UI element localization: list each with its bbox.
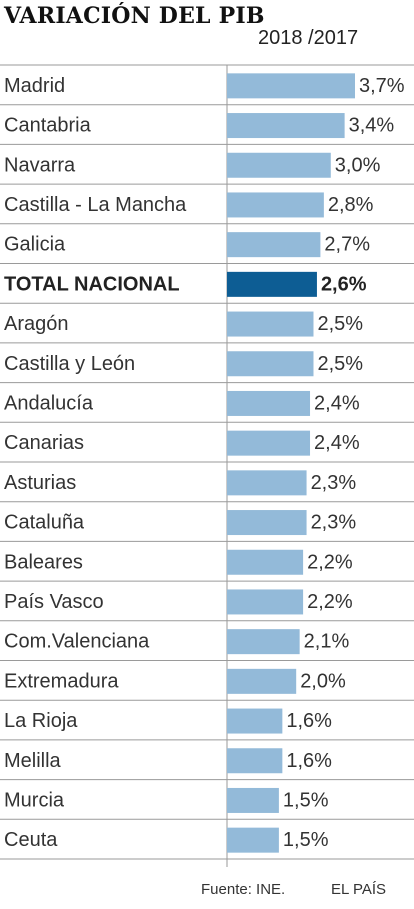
source-note: Fuente: INE. (201, 881, 286, 898)
value-label: 3,7% (359, 75, 405, 97)
bar (227, 708, 283, 734)
category-label: Madrid (4, 75, 65, 97)
value-label: 2,5% (317, 313, 363, 335)
value-label: 2,3% (311, 512, 357, 534)
value-label: 2,1% (304, 631, 350, 653)
bar (227, 748, 283, 774)
bar (227, 549, 304, 575)
bar (227, 232, 321, 258)
bar (227, 629, 300, 655)
bar (227, 827, 279, 853)
bar (227, 430, 311, 456)
brand-label: EL PAÍS (331, 881, 387, 898)
value-label: 2,2% (307, 551, 353, 573)
chart-subtitle: 2018 /2017 (258, 27, 359, 49)
value-label: 2,3% (311, 472, 357, 494)
bar (227, 470, 307, 496)
bar (227, 311, 314, 337)
bar (227, 589, 304, 615)
value-label: 2,4% (314, 432, 360, 454)
bar (227, 271, 317, 297)
value-label: 2,5% (317, 353, 363, 375)
category-label: Canarias (4, 432, 84, 454)
category-label: Extremadura (4, 670, 119, 692)
category-label: Asturias (4, 472, 76, 494)
bar (227, 390, 311, 416)
category-label: Aragón (4, 313, 69, 335)
category-label: Galicia (4, 234, 66, 256)
category-label: Com.Valenciana (4, 631, 150, 653)
category-label: La Rioja (4, 710, 78, 732)
value-label: 2,4% (314, 392, 360, 414)
category-label: Andalucía (4, 392, 94, 414)
value-label: 1,5% (283, 789, 329, 811)
value-label: 1,5% (283, 829, 329, 851)
value-label: 1,6% (286, 710, 332, 732)
value-label: 2,8% (328, 194, 374, 216)
category-label: Ceuta (4, 829, 58, 851)
value-label: 2,0% (300, 670, 346, 692)
bar (227, 73, 355, 99)
bar (227, 192, 324, 218)
category-label: País Vasco (4, 591, 104, 613)
category-label: Castilla y León (4, 353, 135, 375)
category-label: TOTAL NACIONAL (4, 273, 180, 295)
bar (227, 787, 279, 813)
category-label: Cantabria (4, 115, 92, 137)
bar (227, 113, 345, 139)
bar (227, 668, 297, 694)
value-label: 1,6% (286, 750, 332, 772)
bar (227, 351, 314, 377)
category-label: Melilla (4, 750, 62, 772)
value-label: 2,2% (307, 591, 353, 613)
value-label: 2,7% (324, 234, 370, 256)
category-label: Cataluña (4, 512, 85, 534)
bar (227, 152, 331, 178)
value-label: 3,4% (349, 115, 395, 137)
chart-title: VARIACIÓN DEL PIB (4, 3, 265, 29)
bar (227, 510, 307, 536)
category-label: Navarra (4, 154, 76, 176)
category-label: Murcia (4, 789, 65, 811)
category-label: Baleares (4, 551, 83, 573)
category-label: Castilla - La Mancha (4, 194, 187, 216)
value-label: 2,6% (321, 273, 367, 295)
value-label: 3,0% (335, 154, 381, 176)
